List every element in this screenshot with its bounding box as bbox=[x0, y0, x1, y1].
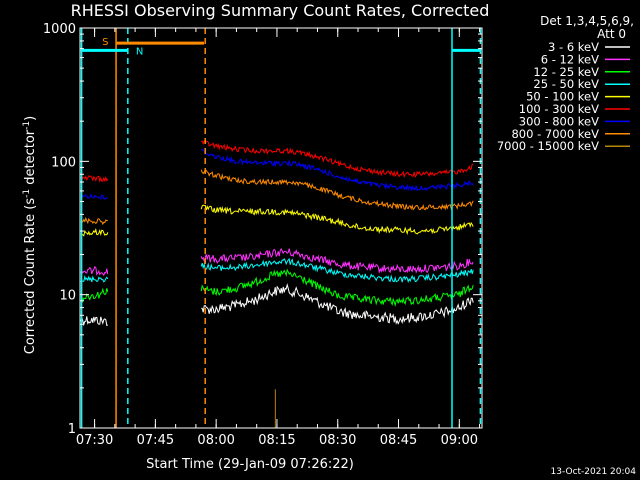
series-line-6-seg1 bbox=[80, 175, 109, 183]
series-line-1-seg2 bbox=[201, 283, 474, 325]
series-line-5-seg2 bbox=[200, 204, 474, 236]
series-line-2-seg2 bbox=[200, 247, 474, 274]
x-axis-label: Start Time (29-Jan-09 07:26:22) bbox=[146, 457, 354, 472]
x-tick-label-3: 08:00 bbox=[197, 433, 234, 448]
series-line-3-seg1 bbox=[80, 287, 109, 303]
series-line-4-seg2 bbox=[200, 257, 474, 284]
y-axis-label-end: ) bbox=[23, 116, 38, 121]
series-line-1-seg1 bbox=[80, 315, 108, 327]
legend-label-5: 50 - 100 keV bbox=[526, 90, 599, 104]
night-label: N bbox=[136, 46, 143, 57]
legend-label-1: 3 - 6 keV bbox=[548, 40, 599, 54]
series-line-8-seg2 bbox=[200, 168, 474, 211]
plot-frame bbox=[79, 27, 483, 429]
series-line-7-seg2 bbox=[200, 148, 474, 192]
plot-area: SN bbox=[80, 28, 482, 428]
legend-label-9: 7000 - 15000 keV bbox=[497, 139, 599, 153]
y-tick-label-3: 100 bbox=[51, 155, 76, 170]
x-tick-label-7: 09:00 bbox=[441, 433, 478, 448]
x-tick-label-6: 08:45 bbox=[380, 433, 417, 448]
saa-label: S bbox=[102, 37, 108, 48]
series-line-3-seg2 bbox=[200, 268, 474, 308]
series-line-8-seg1 bbox=[80, 216, 108, 226]
axes: 1 10 100 1000 07:30 07:45 08:00 08:15 08:30 08:45… bbox=[43, 22, 483, 448]
series-line-2-seg1 bbox=[80, 266, 109, 277]
y-axis-label: Corrected Count Rate (s-1 detector-1) bbox=[22, 116, 38, 354]
legend-label-3: 12 - 25 keV bbox=[533, 65, 599, 79]
chart-title: RHESSI Observing Summary Count Rates, Co… bbox=[71, 1, 490, 20]
y-axis-label-sup2: -1 bbox=[22, 121, 32, 130]
x-tick-label-2: 07:45 bbox=[137, 433, 174, 448]
series-line-4-seg1 bbox=[80, 275, 109, 283]
x-tick-label-4: 08:15 bbox=[258, 433, 295, 448]
legend-label-6: 100 - 300 keV bbox=[519, 102, 599, 116]
legend-label-8: 800 - 7000 keV bbox=[511, 127, 599, 141]
footer-date: 13-Oct-2021 20:04 bbox=[551, 467, 637, 477]
legend-header-line2: Att 0 bbox=[597, 27, 626, 41]
y-axis-label-main: Corrected Count Rate (s bbox=[23, 198, 38, 355]
y-axis-label-mid: detector bbox=[23, 129, 38, 189]
series-line-7-seg1 bbox=[80, 193, 108, 200]
series-line-6-seg2 bbox=[201, 140, 474, 179]
x-tick-label-1: 07:30 bbox=[76, 433, 113, 448]
series-line-5-seg1 bbox=[80, 227, 109, 237]
y-axis-label-sup1: -1 bbox=[22, 189, 32, 198]
legend-label-4: 25 - 50 keV bbox=[533, 77, 599, 91]
legend-label-2: 6 - 12 keV bbox=[541, 52, 599, 66]
legend-header-line1: Det 1,3,4,5,6,9, bbox=[540, 14, 634, 28]
y-tick-label-1: 1 bbox=[68, 422, 76, 437]
x-tick-label-5: 08:30 bbox=[319, 433, 356, 448]
y-tick-label-2: 10 bbox=[59, 289, 76, 304]
y-tick-label-4: 1000 bbox=[43, 22, 76, 37]
legend-label-7: 300 - 800 keV bbox=[519, 114, 599, 128]
